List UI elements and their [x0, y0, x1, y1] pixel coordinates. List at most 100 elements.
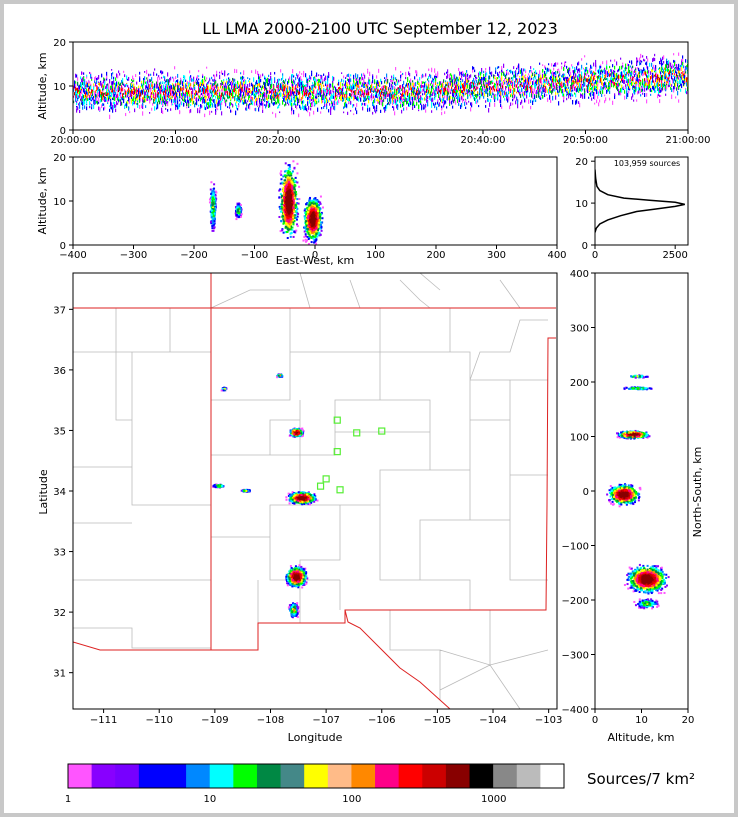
time-height-source [431, 85, 433, 90]
time-height-source [291, 94, 293, 100]
time-height-source [321, 100, 323, 104]
time-height-source [343, 87, 345, 90]
time-height-source [519, 91, 521, 96]
time-height-source [290, 88, 292, 92]
time-height-source [360, 89, 362, 93]
time-height-source [230, 96, 232, 100]
time-height-source [260, 91, 262, 95]
time-height-source [324, 104, 326, 108]
time-height-source [348, 88, 350, 91]
time-height-source [84, 90, 86, 95]
time-height-source [493, 74, 495, 79]
time-height-source [516, 79, 518, 83]
time-height-source [419, 77, 421, 81]
time-height-source [136, 81, 138, 85]
time-height-source [212, 79, 214, 82]
time-height-source [325, 88, 327, 93]
time-height-source [596, 80, 598, 85]
time-height-source [341, 91, 343, 95]
time-height-source [345, 80, 347, 85]
time-height-source [458, 82, 460, 85]
time-height-source [516, 91, 518, 94]
time-height-source [495, 70, 497, 74]
time-height-source [530, 89, 532, 93]
time-height-source [340, 82, 342, 86]
time-height-source [277, 98, 279, 103]
time-height-source [128, 107, 130, 111]
time-height-source [489, 92, 491, 97]
time-height-source [265, 86, 267, 90]
time-height-source [443, 79, 445, 83]
time-height-source [123, 92, 125, 95]
time-height-source [181, 80, 183, 85]
chart-title: LL LMA 2000-2100 UTC September 12, 2023 [202, 19, 558, 38]
time-height-source [282, 82, 284, 86]
time-height-source [335, 97, 337, 101]
time-height-source [182, 81, 184, 87]
time-height-source [111, 106, 113, 110]
time-height-source [193, 100, 195, 104]
time-height-source [289, 90, 291, 94]
time-height-source [122, 81, 124, 85]
time-height-source [449, 102, 451, 106]
time-height-source [585, 72, 587, 76]
time-height-source [377, 80, 379, 85]
time-height-source [569, 74, 571, 77]
time-height-source [100, 81, 102, 86]
time-height-source [436, 88, 438, 92]
time-height-source [482, 90, 484, 94]
time-height-source [144, 100, 146, 103]
time-height-source [256, 80, 258, 85]
time-height-source [115, 84, 117, 89]
time-height-source [532, 72, 534, 76]
time-height-source [378, 84, 380, 87]
time-height-source [473, 87, 475, 90]
time-height-source [404, 96, 406, 99]
time-height-source [233, 83, 235, 85]
time-height-source [470, 85, 472, 89]
time-height-source [210, 103, 212, 107]
time-height-source [231, 80, 233, 84]
time-height-source [287, 102, 289, 104]
time-height-source [366, 84, 368, 89]
time-height-source [345, 103, 347, 108]
time-height-source [593, 96, 595, 99]
time-height-source [91, 95, 93, 99]
time-height-source [360, 90, 362, 95]
time-height-source [559, 81, 561, 86]
time-height-source [358, 79, 360, 84]
time-height-source [247, 93, 249, 97]
time-height-source [542, 64, 544, 67]
time-height-source [346, 103, 348, 108]
time-height-source [413, 92, 415, 97]
time-height-source [466, 90, 468, 94]
time-height-panel: 20:00:00 20:10:00 20:20:00 20:30:00 20:40:00… [36, 38, 710, 146]
time-height-source [89, 71, 91, 74]
time-height-source [128, 89, 130, 95]
time-height-source [114, 88, 116, 92]
time-height-source [496, 85, 498, 89]
time-height-source [348, 78, 350, 83]
time-height-source [519, 68, 521, 73]
time-height-source [447, 84, 449, 87]
time-height-source [125, 112, 127, 117]
time-height-source [172, 89, 174, 93]
time-height-source [551, 73, 553, 77]
time-height-source [264, 75, 266, 80]
time-height-source [157, 101, 159, 105]
time-height-source [497, 89, 499, 92]
time-height-source [435, 73, 437, 76]
time-height-source [567, 81, 569, 86]
time-height-source [108, 85, 110, 90]
time-height-source [501, 82, 503, 88]
time-height-source [365, 82, 367, 84]
time-height-source [369, 71, 371, 77]
time-height-source [124, 85, 126, 87]
time-height-source [88, 91, 90, 96]
time-height-source [99, 90, 101, 94]
time-height-source [201, 83, 203, 86]
time-height-source [535, 99, 537, 103]
time-height-source [464, 86, 466, 92]
time-height-source [244, 81, 246, 84]
time-height-source [142, 97, 144, 101]
